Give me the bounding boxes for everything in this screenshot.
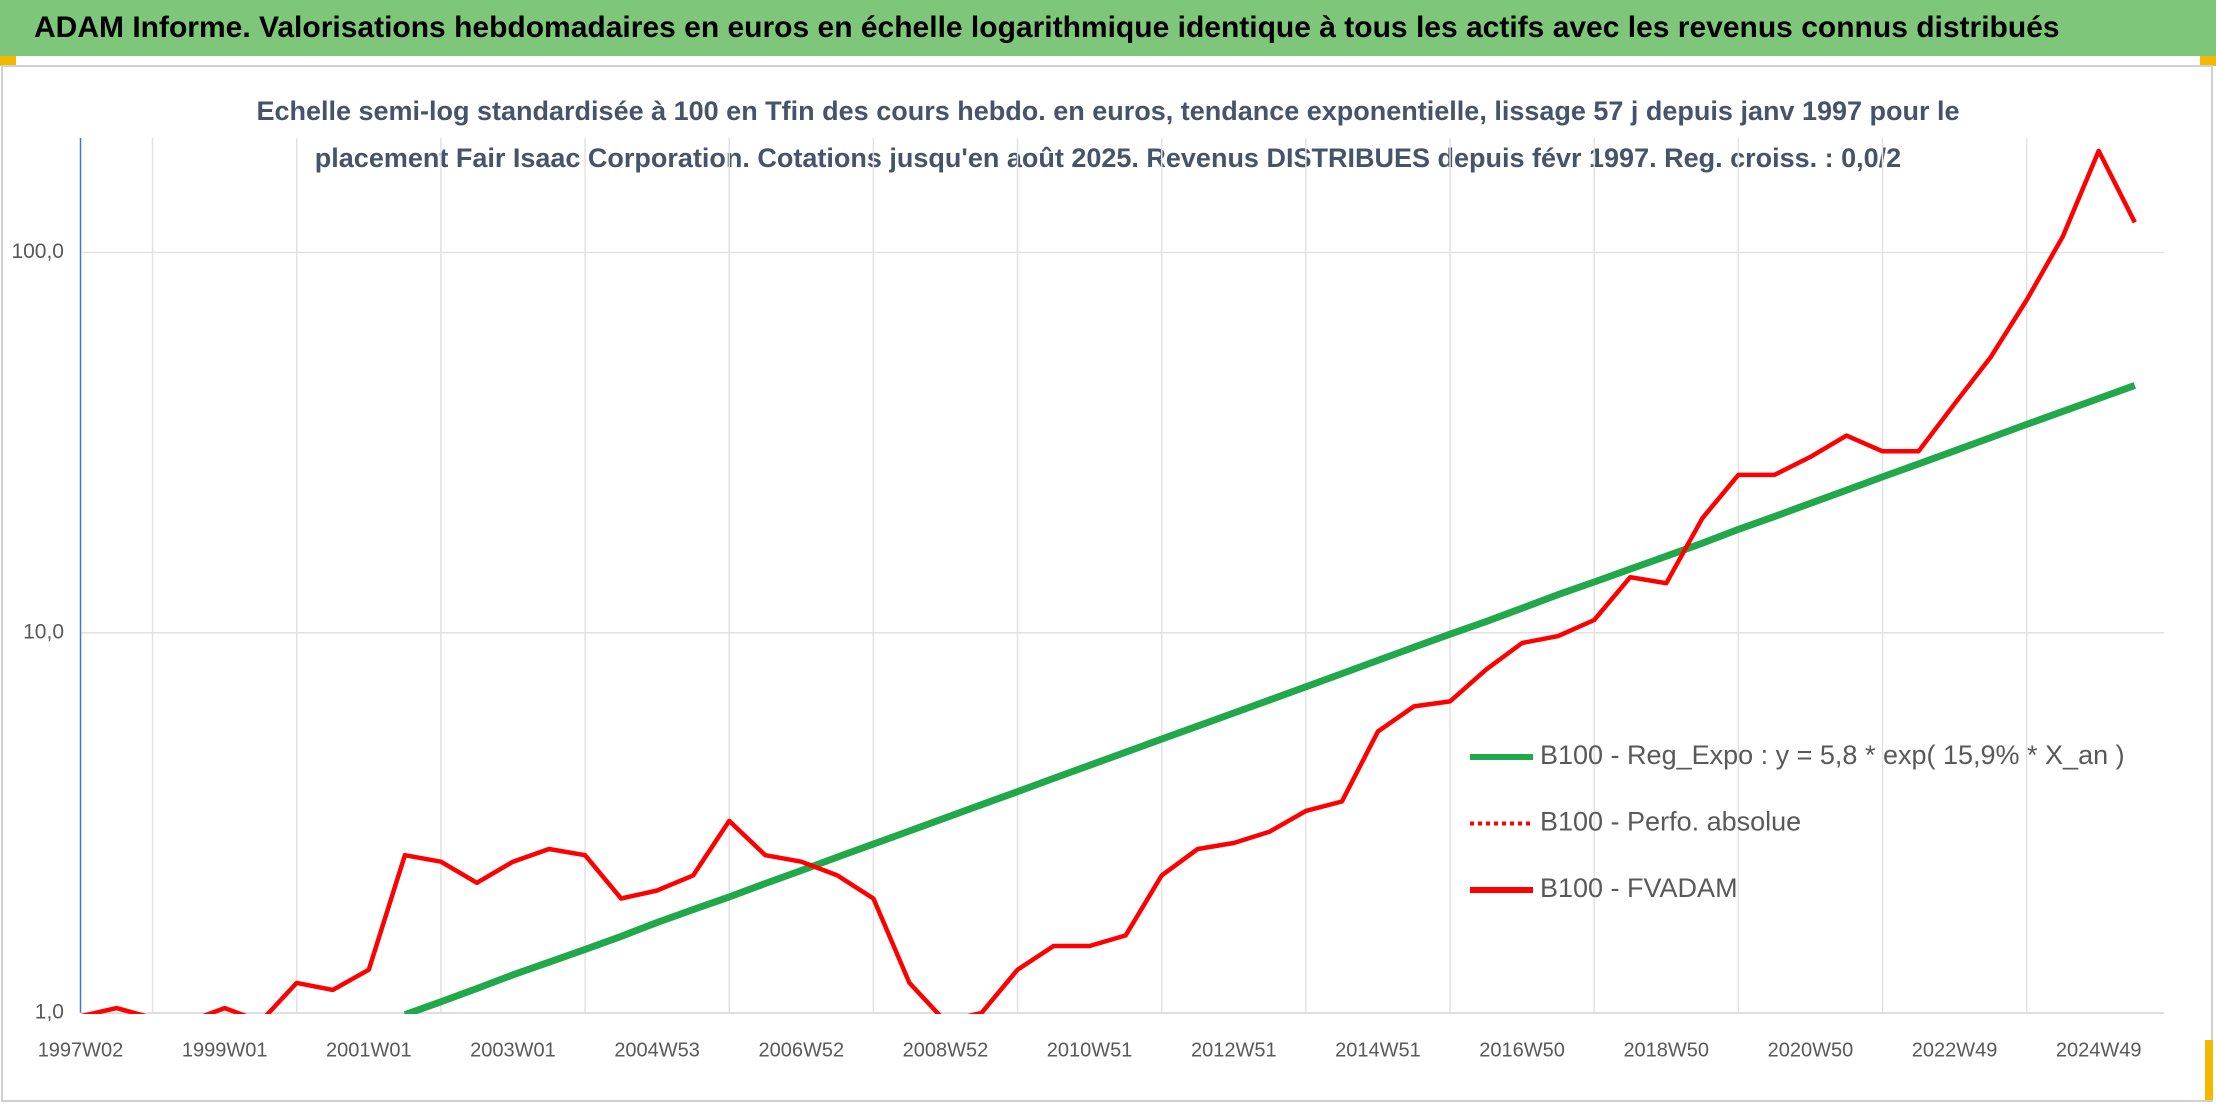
- x-tick-label: 1999W01: [182, 1039, 268, 1061]
- title-banner: [0, 0, 2216, 56]
- chart-title: ADAM Informe. Valorisations hebdomadaire…: [34, 11, 2060, 44]
- legend-label: B100 - Reg_Expo : y = 5,8 * exp( 15,9% *…: [1540, 740, 2125, 770]
- series-line: [403, 382, 2136, 1014]
- x-tick-label: 2003W01: [470, 1039, 556, 1061]
- chart-subtitle: placement Fair Isaac Corporation. Cotati…: [315, 143, 1901, 173]
- grid: 1,0 10,0 100,0 1997W02 1999W01 2001W01 2003W01…: [11, 138, 2164, 1061]
- x-tick-label: 2018W50: [1623, 1039, 1709, 1061]
- y-tick-label: 1,0: [35, 1001, 64, 1024]
- x-tick-label: 1997W02: [38, 1039, 124, 1061]
- series-line: [80, 148, 2137, 1014]
- x-tick-label: 2020W50: [1768, 1039, 1854, 1061]
- x-tick-label: 2010W51: [1047, 1039, 1133, 1061]
- x-tick-label: 2012W51: [1191, 1039, 1277, 1061]
- chart-frame: [1, 65, 2213, 1102]
- x-tick-label: 2022W49: [1912, 1039, 1998, 1061]
- corner-mark: [0, 56, 16, 66]
- legend-label: B100 - Perfo. absolue: [1540, 807, 1801, 837]
- x-tick-label: 2008W52: [903, 1039, 989, 1061]
- x-tick-label: 2001W01: [326, 1039, 412, 1061]
- x-tick-label: 2004W53: [614, 1039, 700, 1061]
- y-tick-label: 100,0: [11, 240, 64, 263]
- legend: B100 - Reg_Expo : y = 5,8 * exp( 15,9% *…: [1470, 740, 2125, 903]
- plot-area: [80, 148, 2137, 1014]
- legend-label: B100 - FVADAM: [1540, 873, 1738, 903]
- y-tick-label: 10,0: [23, 620, 64, 643]
- corner-mark: [2205, 1040, 2213, 1100]
- x-tick-label: 2006W52: [758, 1039, 844, 1061]
- x-tick-label: 2014W51: [1335, 1039, 1421, 1061]
- corner-mark: [2200, 56, 2216, 66]
- x-tick-label: 2016W50: [1479, 1039, 1565, 1061]
- chart-subtitle: Echelle semi-log standardisée à 100 en T…: [256, 96, 1959, 126]
- x-tick-label: 2024W49: [2056, 1039, 2142, 1061]
